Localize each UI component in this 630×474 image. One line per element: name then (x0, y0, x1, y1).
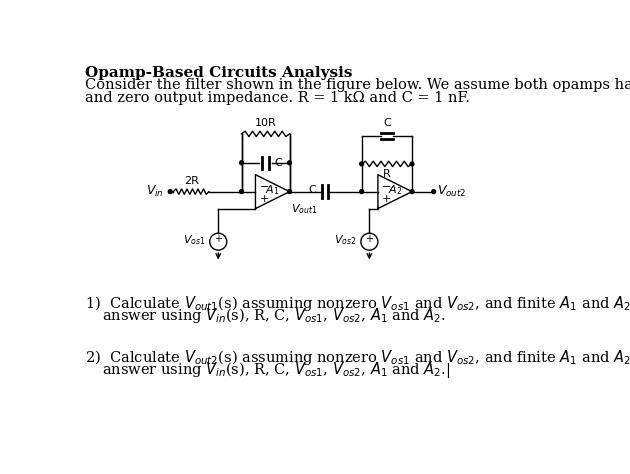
Text: answer using $V_{in}$(s), R, C, $V_{os1}$, $V_{os2}$, $A_1$ and $A_2$.: answer using $V_{in}$(s), R, C, $V_{os1}… (102, 306, 446, 325)
Text: 2)  Calculate $V_{out2}$(s) assuming nonzero $V_{os1}$ and $V_{os2}$, and finite: 2) Calculate $V_{out2}$(s) assuming nonz… (85, 348, 630, 367)
Text: +: + (214, 234, 222, 244)
Circle shape (288, 161, 292, 164)
Circle shape (410, 190, 414, 193)
Circle shape (239, 161, 243, 164)
Circle shape (360, 162, 364, 166)
Text: $A_2$: $A_2$ (388, 183, 402, 197)
Text: 1)  Calculate $V_{out1}$(s) assuming nonzero $V_{os1}$ and $V_{os2}$, and finite: 1) Calculate $V_{out1}$(s) assuming nonz… (85, 294, 630, 313)
Text: C: C (275, 158, 283, 168)
Text: $V_{os1}$: $V_{os1}$ (183, 233, 206, 247)
Text: C: C (383, 118, 391, 128)
Circle shape (432, 190, 435, 193)
Text: $A_1$: $A_1$ (265, 183, 280, 197)
Circle shape (410, 162, 414, 166)
Text: $+$: $+$ (381, 193, 391, 204)
Circle shape (360, 190, 364, 193)
Text: and zero output impedance. R = 1 kΩ and C = 1 nF.: and zero output impedance. R = 1 kΩ and … (85, 91, 470, 105)
Circle shape (288, 190, 292, 193)
Text: $V_{os2}$: $V_{os2}$ (335, 233, 357, 247)
Circle shape (168, 190, 172, 193)
Text: $-$: $-$ (381, 180, 391, 190)
Text: +: + (365, 234, 374, 244)
Text: $-$: $-$ (258, 180, 268, 190)
Text: Opamp-Based Circuits Analysis: Opamp-Based Circuits Analysis (85, 66, 352, 80)
Text: C: C (308, 185, 316, 195)
Text: $+$: $+$ (258, 193, 269, 204)
Text: 2R: 2R (184, 176, 198, 186)
Text: $V_{out1}$: $V_{out1}$ (291, 202, 318, 216)
Text: $V_{in}$: $V_{in}$ (146, 184, 164, 199)
Circle shape (239, 190, 243, 193)
Text: Consider the filter shown in the figure below. We assume both opamps have infini: Consider the filter shown in the figure … (85, 78, 630, 92)
Text: answer using $V_{in}$(s), R, C, $V_{os1}$, $V_{os2}$, $A_1$ and $A_2$.|: answer using $V_{in}$(s), R, C, $V_{os1}… (102, 360, 450, 380)
Text: 10R: 10R (255, 118, 277, 128)
Text: $V_{out2}$: $V_{out2}$ (437, 184, 466, 199)
Text: R: R (383, 169, 391, 179)
